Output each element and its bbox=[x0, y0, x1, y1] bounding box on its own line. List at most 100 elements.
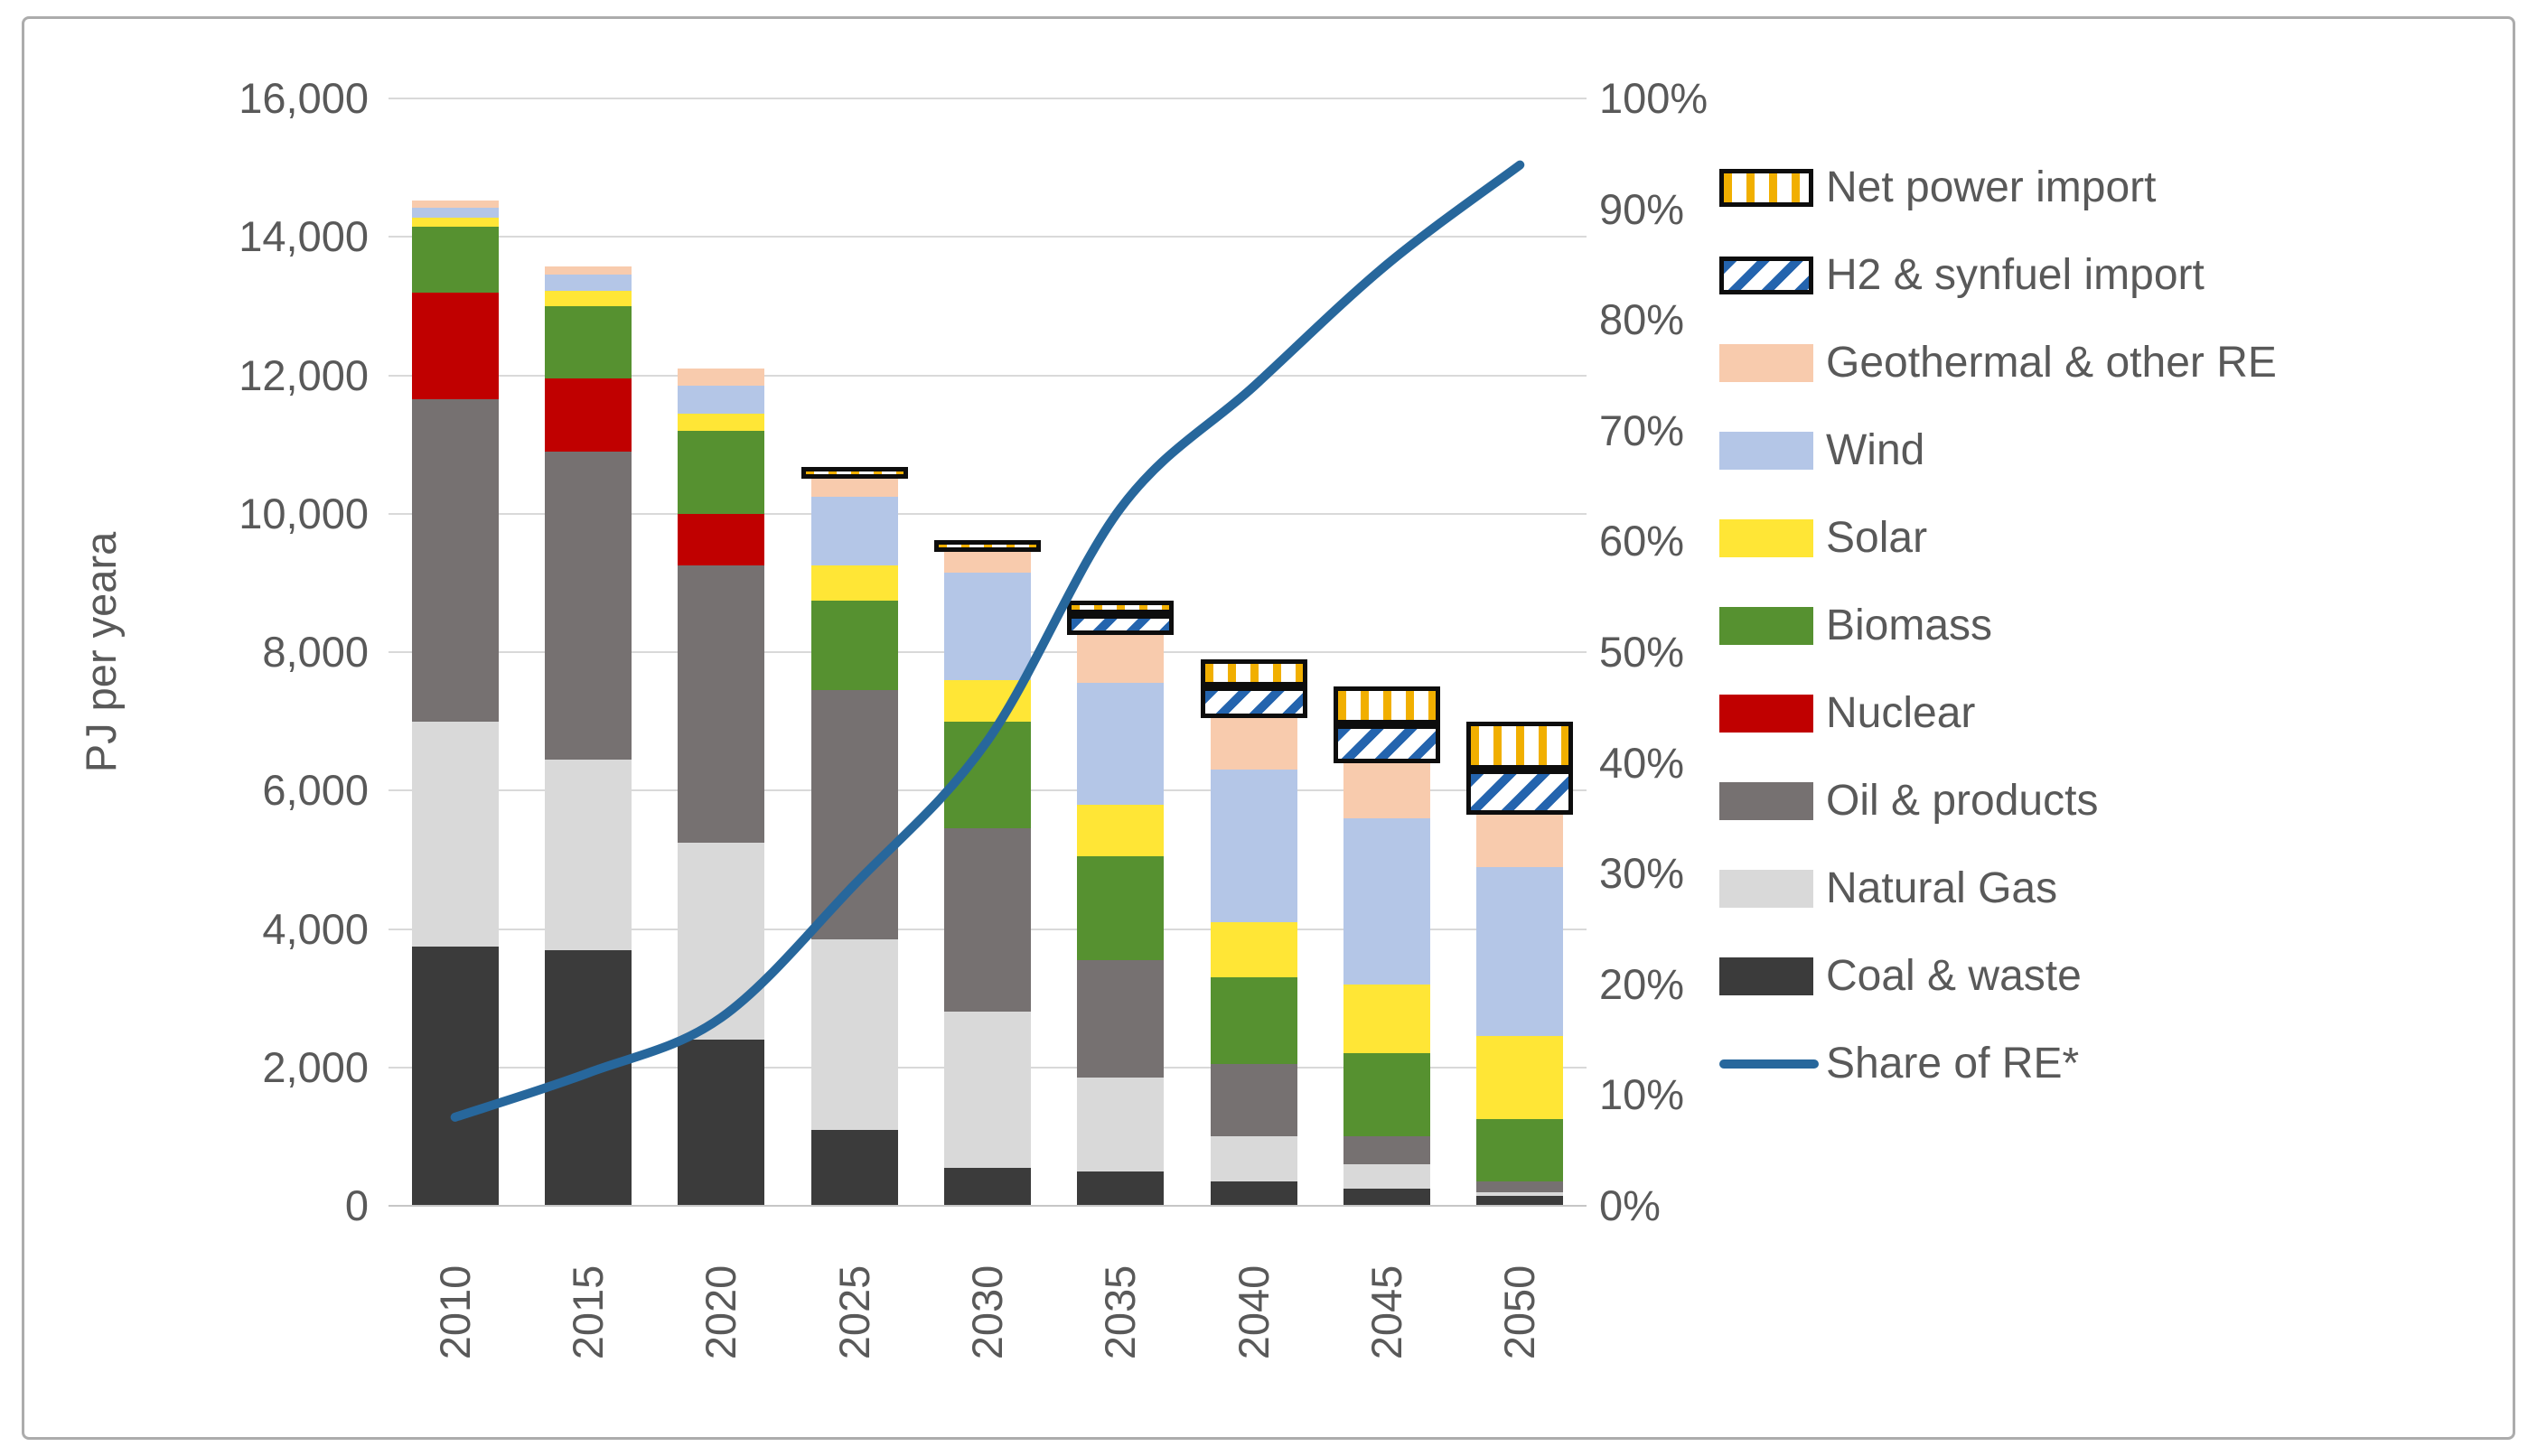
segment-natural-gas bbox=[1077, 1078, 1165, 1171]
x-axis-label-2015: 2015 bbox=[564, 1265, 612, 1360]
left-axis-tick: 12,000 bbox=[239, 350, 369, 399]
legend-label: Share of RE* bbox=[1826, 1040, 2080, 1087]
segment-natural-gas bbox=[944, 1012, 1031, 1168]
bar-2045 bbox=[1334, 98, 1440, 1206]
left-axis-tick: 10,000 bbox=[239, 489, 369, 537]
x-axis-label-2010: 2010 bbox=[430, 1265, 479, 1360]
left-axis-tick: 8,000 bbox=[262, 628, 369, 676]
segment-natural-gas bbox=[545, 759, 632, 950]
gridline bbox=[389, 374, 1587, 377]
legend-swatch bbox=[1719, 957, 1813, 995]
segment-wind bbox=[944, 572, 1031, 680]
segment-h2-synfuel-import bbox=[1067, 613, 1175, 635]
left-axis-tick: 0 bbox=[344, 1181, 369, 1229]
left-axis-tick: 16,000 bbox=[239, 74, 369, 122]
segment-wind bbox=[1343, 817, 1430, 985]
x-axis-label-2050: 2050 bbox=[1495, 1265, 1544, 1360]
gridline bbox=[389, 236, 1587, 238]
bar-2035 bbox=[1067, 98, 1175, 1206]
segment-coal-waste bbox=[1210, 1181, 1297, 1206]
segment-coal-waste bbox=[1343, 1188, 1430, 1206]
segment-solar bbox=[1476, 1036, 1564, 1120]
segment-oil-products bbox=[944, 828, 1031, 1013]
segment-geothermal-other-re bbox=[1476, 815, 1564, 867]
segment-coal-waste bbox=[1077, 1171, 1165, 1206]
segment-solar bbox=[545, 291, 632, 306]
left-axis-tick: 14,000 bbox=[239, 212, 369, 261]
segment-geothermal-other-re bbox=[944, 551, 1031, 573]
segment-nuclear bbox=[545, 378, 632, 452]
right-axis-tick: 50% bbox=[1599, 628, 1685, 676]
segment-coal-waste bbox=[678, 1040, 765, 1206]
right-axis-tick: 60% bbox=[1599, 517, 1685, 565]
legend-label: Nuclear bbox=[1826, 689, 1976, 737]
bar-2010 bbox=[411, 98, 499, 1206]
legend-label: Wind bbox=[1826, 426, 1925, 474]
segment-natural-gas bbox=[678, 842, 765, 1041]
segment-solar bbox=[1210, 921, 1297, 978]
segment-solar bbox=[1343, 984, 1430, 1054]
x-axis-label-2040: 2040 bbox=[1229, 1265, 1278, 1360]
segment-biomass bbox=[1210, 977, 1297, 1064]
segment-oil-products bbox=[411, 399, 499, 722]
segment-solar bbox=[411, 217, 499, 227]
segment-biomass bbox=[1077, 856, 1165, 960]
segment-coal-waste bbox=[1476, 1195, 1564, 1206]
segment-net-power-import bbox=[1067, 600, 1175, 614]
right-axis-tick: 30% bbox=[1599, 849, 1685, 898]
segment-geothermal-other-re bbox=[1210, 717, 1297, 770]
segment-geothermal-other-re bbox=[545, 266, 632, 275]
legend-label: Coal & waste bbox=[1826, 952, 2082, 1000]
segment-oil-products bbox=[1476, 1181, 1564, 1192]
legend-swatch bbox=[1719, 344, 1813, 382]
legend-label: Oil & products bbox=[1826, 777, 2099, 825]
bar-2040 bbox=[1200, 98, 1307, 1206]
segment-oil-products bbox=[1210, 1063, 1297, 1137]
gridline bbox=[389, 98, 1587, 99]
legend-line-swatch bbox=[1719, 1059, 1819, 1069]
segment-net-power-import bbox=[1200, 658, 1307, 687]
segment-net-power-import bbox=[934, 539, 1041, 552]
left-axis-tick: 4,000 bbox=[262, 904, 369, 953]
segment-oil-products bbox=[1343, 1136, 1430, 1165]
segment-h2-synfuel-import bbox=[1200, 686, 1307, 718]
legend-label: Geothermal & other RE bbox=[1826, 339, 2277, 387]
right-axis-tick: 20% bbox=[1599, 959, 1685, 1008]
segment-natural-gas bbox=[411, 721, 499, 947]
bar-2050 bbox=[1466, 98, 1574, 1206]
legend-label: Net power import bbox=[1826, 163, 2157, 211]
segment-biomass bbox=[810, 600, 898, 691]
segment-net-power-import bbox=[1466, 721, 1574, 770]
segment-coal-waste bbox=[944, 1167, 1031, 1206]
segment-geothermal-other-re bbox=[1077, 634, 1165, 684]
segment-natural-gas bbox=[810, 939, 898, 1130]
x-axis-label-2020: 2020 bbox=[697, 1265, 745, 1360]
segment-biomass bbox=[545, 305, 632, 379]
segment-natural-gas bbox=[1476, 1191, 1564, 1196]
plot-area bbox=[389, 98, 1587, 1207]
segment-natural-gas bbox=[1343, 1164, 1430, 1189]
right-axis-tick: 90% bbox=[1599, 184, 1685, 233]
legend-label: Biomass bbox=[1826, 602, 1993, 649]
legend-label: Solar bbox=[1826, 514, 1928, 562]
segment-wind bbox=[678, 386, 765, 414]
segment-wind bbox=[810, 496, 898, 566]
segment-geothermal-other-re bbox=[810, 479, 898, 497]
segment-geothermal-other-re bbox=[411, 200, 499, 209]
segment-h2-synfuel-import bbox=[1466, 770, 1574, 816]
legend-swatch bbox=[1719, 695, 1813, 733]
segment-natural-gas bbox=[1210, 1136, 1297, 1182]
bar-2025 bbox=[800, 98, 908, 1206]
legend-swatch bbox=[1719, 782, 1813, 820]
segment-net-power-import bbox=[1334, 686, 1440, 725]
segment-solar bbox=[810, 565, 898, 601]
segment-wind bbox=[411, 208, 499, 218]
legend-swatch bbox=[1719, 169, 1813, 207]
x-axis-label-2035: 2035 bbox=[1096, 1265, 1145, 1360]
x-axis-line bbox=[389, 1205, 1587, 1207]
segment-wind bbox=[1077, 683, 1165, 805]
right-axis-tick: 100% bbox=[1599, 74, 1708, 122]
segment-wind bbox=[1476, 866, 1564, 1037]
segment-wind bbox=[545, 274, 632, 292]
legend-swatch bbox=[1719, 607, 1813, 645]
